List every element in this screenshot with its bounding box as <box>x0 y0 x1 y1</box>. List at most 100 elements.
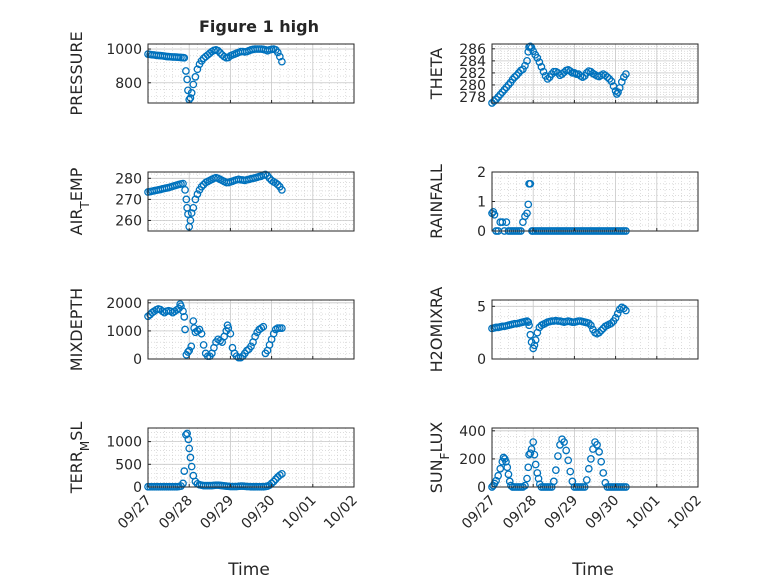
y-tick-label: 0 <box>133 480 142 496</box>
series-markers <box>144 300 286 362</box>
data-point <box>186 94 195 102</box>
data-point <box>523 317 531 325</box>
data-point <box>614 88 622 97</box>
data-point <box>521 61 529 70</box>
data-point <box>597 326 606 335</box>
y-tick-label: 800 <box>115 76 142 92</box>
y-tick-label: 400 <box>459 424 486 440</box>
data-point <box>589 445 597 453</box>
data-point <box>197 329 206 338</box>
data-point <box>180 313 189 321</box>
data-point <box>185 444 194 453</box>
data-point <box>584 319 593 328</box>
data-point <box>251 332 259 341</box>
axes-frame <box>147 43 355 104</box>
data-point <box>189 317 198 325</box>
data-point <box>537 63 546 71</box>
data-point <box>584 464 593 473</box>
data-point <box>612 90 621 98</box>
data-point <box>273 48 282 57</box>
data-point <box>490 210 499 219</box>
y-tick-label: 286 <box>459 42 486 58</box>
data-point <box>180 53 189 62</box>
data-point <box>587 455 595 463</box>
data-point <box>607 319 616 328</box>
data-point <box>189 80 198 89</box>
axes-frame <box>491 43 699 104</box>
y-tick-label: 1 <box>477 195 486 211</box>
data-point <box>195 325 204 334</box>
data-point <box>278 57 286 66</box>
data-point <box>189 203 198 212</box>
data-point <box>503 463 512 472</box>
data-point <box>273 180 282 189</box>
y-tick-label: 270 <box>115 192 142 208</box>
data-point <box>564 456 573 465</box>
data-point <box>566 467 575 476</box>
data-point <box>183 75 191 84</box>
data-point <box>613 309 622 318</box>
y-tick-label: 0 <box>477 480 486 496</box>
y-tick-label: 1000 <box>106 435 142 451</box>
y-tick-label: 2 <box>477 165 486 181</box>
data-point <box>187 462 196 471</box>
y-tick-label: 0 <box>477 224 486 240</box>
data-point <box>492 476 500 485</box>
axes-frame <box>491 299 699 360</box>
data-point <box>510 73 519 81</box>
axes-frame <box>491 427 699 488</box>
y-axis-label: THETA <box>427 48 446 100</box>
data-point <box>186 216 195 225</box>
data-point <box>186 453 195 462</box>
series-markers <box>488 42 630 107</box>
axes-frame <box>491 171 699 232</box>
y-tick-label: 200 <box>459 452 486 468</box>
data-point <box>530 341 539 350</box>
y-tick-label: 260 <box>115 213 142 229</box>
subplot-3: 260 270 280 AIRTEMP <box>67 167 355 235</box>
data-point <box>180 467 189 475</box>
series-markers <box>144 170 286 231</box>
data-point <box>259 322 268 331</box>
y-tick-label: 280 <box>115 171 142 187</box>
y-axis-label: RAINFALL <box>427 164 446 239</box>
data-point <box>531 460 540 469</box>
data-point <box>539 67 548 76</box>
data-point <box>214 46 222 55</box>
data-point <box>524 463 533 472</box>
data-point <box>185 346 194 355</box>
data-point <box>269 477 278 486</box>
data-point <box>552 466 560 474</box>
data-point <box>525 321 533 330</box>
x-axis-label: Time <box>227 560 270 580</box>
subplot-4: 0 1 2 RAINFALL <box>427 164 699 240</box>
data-point <box>197 182 206 191</box>
y-axis-label: MIXDEPTH <box>67 288 86 371</box>
series-markers <box>144 45 286 104</box>
data-point <box>269 329 278 338</box>
data-point <box>523 209 531 218</box>
data-point <box>543 75 552 83</box>
data-point <box>530 450 539 459</box>
data-point <box>562 446 571 455</box>
data-point <box>184 210 192 218</box>
y-tick-label: 1000 <box>106 324 142 340</box>
y-axis-label: H2OMIXRA <box>427 287 446 373</box>
subplot-6: 0 5 H2OMIXRA <box>427 287 699 373</box>
data-point <box>526 449 535 458</box>
y-tick-label: 282 <box>459 66 486 82</box>
data-point <box>271 179 280 187</box>
data-point <box>622 70 630 78</box>
axes-frame <box>147 427 355 488</box>
data-point <box>526 179 535 188</box>
y-axis-label: PRESSURE <box>67 31 86 115</box>
data-point <box>595 448 603 456</box>
data-point <box>199 341 208 349</box>
subplot-5: 0 1000 2000 MIXDEPTH <box>67 288 355 371</box>
data-point <box>566 67 575 75</box>
y-tick-label: 0 <box>477 352 486 368</box>
data-point <box>184 348 192 356</box>
data-point <box>524 318 533 326</box>
y-axis-label: AIRTEMP <box>67 167 92 235</box>
